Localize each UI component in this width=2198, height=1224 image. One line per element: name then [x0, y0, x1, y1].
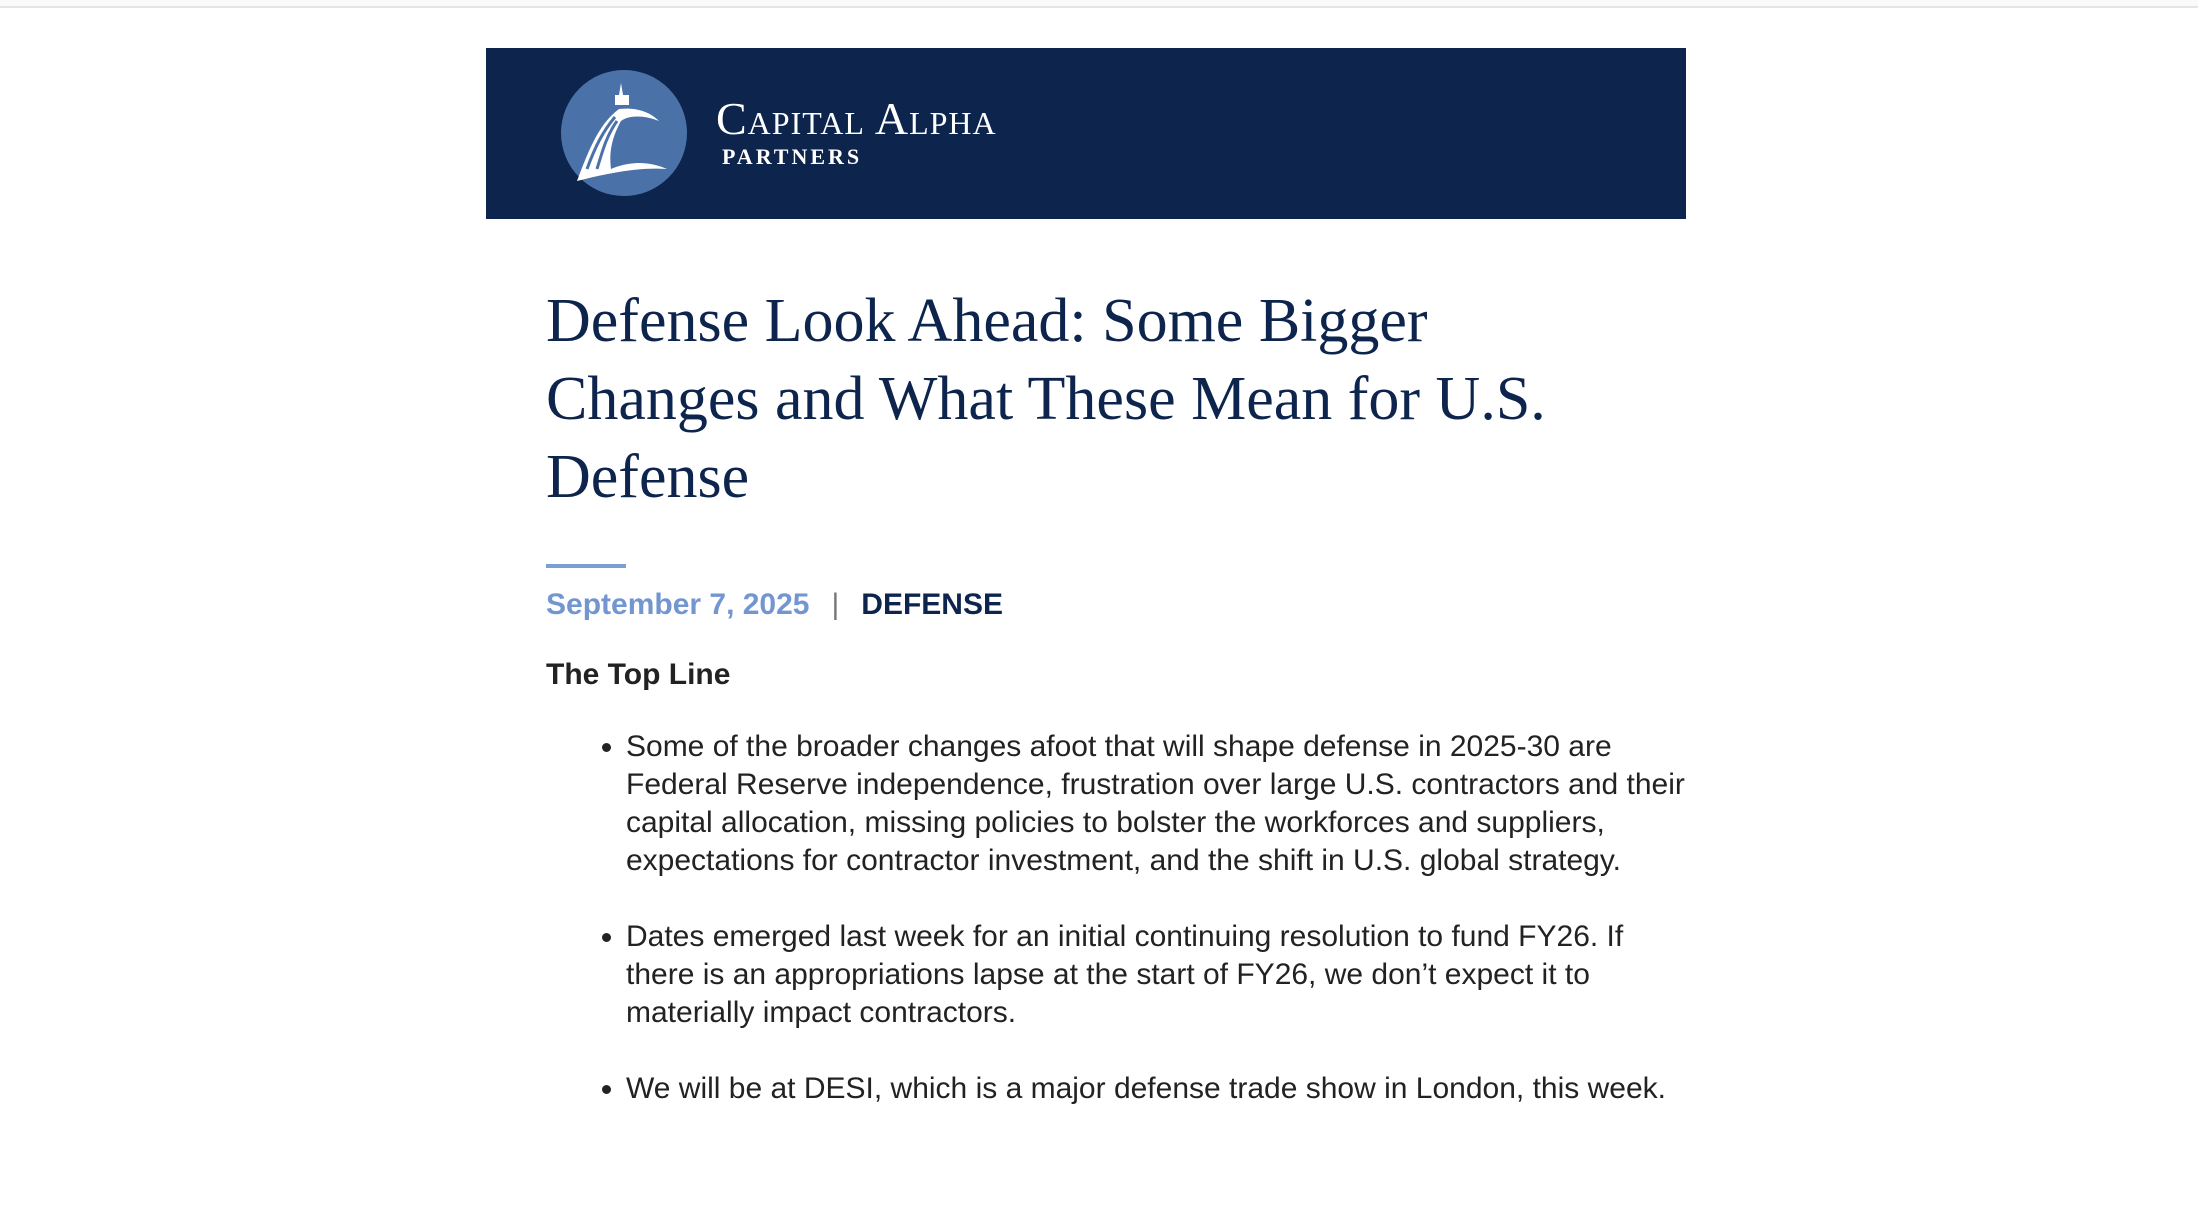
header-banner: Capital Alpha PARTNERS [486, 48, 1686, 219]
section-heading: The Top Line [546, 658, 731, 691]
capitol-dome-logo-icon [561, 70, 687, 196]
article-meta: September 7, 2025 | DEFENSE [546, 588, 1003, 622]
brand-wordmark: Capital Alpha PARTNERS [716, 96, 997, 170]
list-item: We will be at DESI, which is a major def… [626, 1070, 1686, 1108]
article-category[interactable]: DEFENSE [861, 588, 1003, 621]
list-item: Dates emerged last week for an initial c… [626, 918, 1686, 1032]
list-item: Some of the broader changes afoot that w… [626, 728, 1686, 880]
brand-name: Capital Alpha [716, 93, 997, 144]
meta-separator: | [831, 588, 840, 621]
brand-sub: PARTNERS [722, 144, 863, 169]
browser-top-edge [0, 0, 2198, 8]
article-title: Defense Look Ahead: Some Bigger Changes … [546, 287, 1546, 511]
top-line-list: Some of the broader changes afoot that w… [580, 728, 1686, 1146]
title-divider [546, 564, 626, 568]
article-date: September 7, 2025 [546, 588, 810, 621]
